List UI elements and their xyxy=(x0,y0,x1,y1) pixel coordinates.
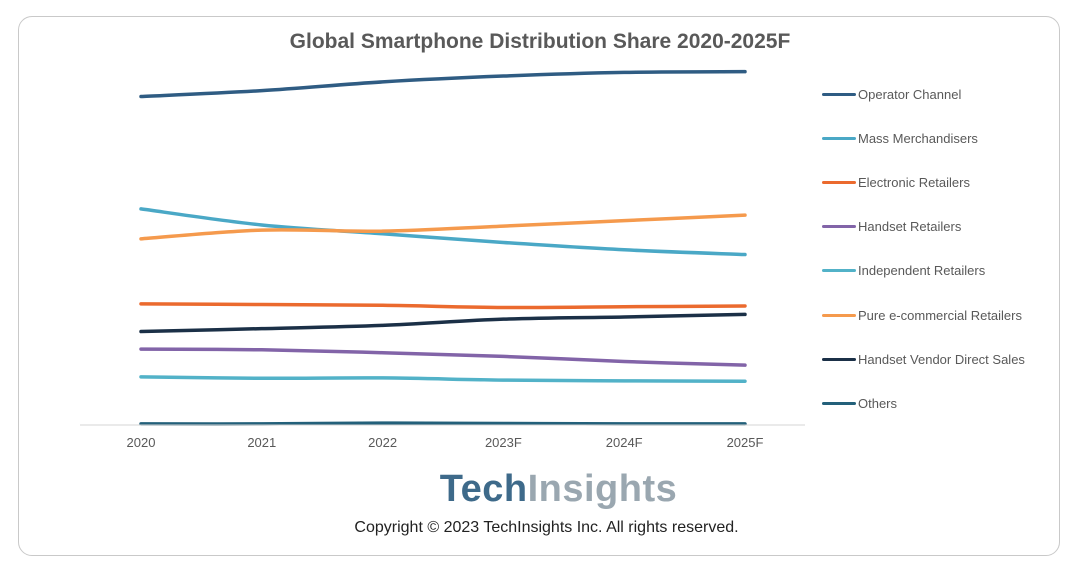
series-line-5 xyxy=(139,213,747,241)
legend-label: Independent Retailers xyxy=(858,263,986,279)
legend-label: Others xyxy=(858,395,898,411)
series-line-6 xyxy=(139,312,747,334)
legend-label: Pure e-commercial Retailers xyxy=(858,307,1022,323)
x-tick-labels: 2020 2021 2022 2023F 2024F 2025F xyxy=(127,435,764,450)
series-line-3 xyxy=(139,347,747,367)
legend-item: Handset Vendor Direct Sales xyxy=(822,349,1025,369)
legend-item: Handset Retailers xyxy=(822,217,961,237)
logo-insights-text: Insights xyxy=(527,468,678,510)
legend-swatch xyxy=(822,313,856,317)
x-tick-label: 2024F xyxy=(606,435,643,450)
techinsights-logo: TechInsights xyxy=(0,468,1080,511)
legend-item: Others xyxy=(822,393,897,413)
legend-label: Electronic Retailers xyxy=(858,174,970,190)
legend-label: Operator Channel xyxy=(858,86,962,102)
legend-swatch xyxy=(822,136,856,140)
legend-swatch xyxy=(822,225,856,229)
x-tick-label: 2021 xyxy=(247,435,276,450)
series-layer xyxy=(139,69,747,426)
legend-item: Pure e-commercial Retailers xyxy=(822,305,1022,325)
legend-swatch xyxy=(822,401,856,405)
legend-label: Mass Merchandisers xyxy=(858,130,978,146)
x-tick-label: 2025F xyxy=(727,435,764,450)
legend-item: Independent Retailers xyxy=(822,261,985,281)
series-line-7 xyxy=(139,421,747,426)
legend-item: Electronic Retailers xyxy=(822,172,970,192)
chart-card xyxy=(18,16,1060,556)
copyright-notice: Copyright © 2023 TechInsights Inc. All r… xyxy=(354,519,739,536)
x-tick-label: 2020 xyxy=(127,435,156,450)
series-line-0 xyxy=(139,69,747,99)
chart-title: Global Smartphone Distribution Share 202… xyxy=(289,30,791,53)
series-line-2 xyxy=(139,302,747,310)
series-line-1 xyxy=(139,207,747,257)
legend-swatch xyxy=(822,180,856,184)
logo-tech-text: Tech xyxy=(439,468,528,510)
x-tick-label: 2022 xyxy=(368,435,397,450)
legend-item: Mass Merchandisers xyxy=(822,128,978,148)
legend-swatch xyxy=(822,357,856,361)
legend-swatch xyxy=(822,269,856,273)
legend-label: Handset Retailers xyxy=(858,219,962,235)
legend-swatch xyxy=(822,92,856,96)
series-line-4 xyxy=(139,375,747,383)
legend-item: Operator Channel xyxy=(822,84,961,104)
legend-label: Handset Vendor Direct Sales xyxy=(858,351,1025,367)
x-tick-label: 2023F xyxy=(485,435,522,450)
